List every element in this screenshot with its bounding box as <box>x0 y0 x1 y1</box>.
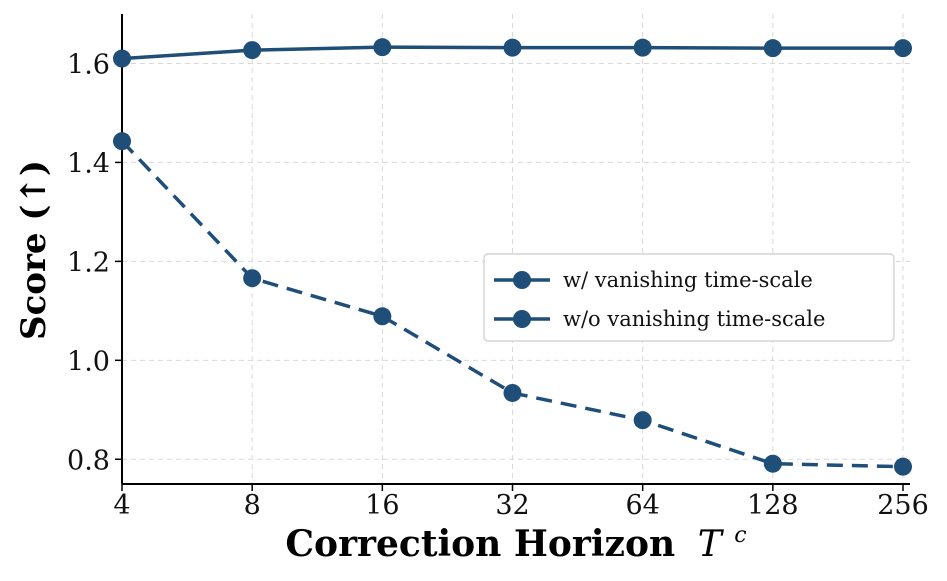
y-tick-label: 0.8 <box>67 445 110 476</box>
legend-box <box>483 253 895 342</box>
x-tick-label: 32 <box>495 490 529 521</box>
data-point <box>373 307 392 326</box>
ticks: 4 8 16 32 64 128 256 0.8 1.0 1.2 1.4 1.6 <box>67 49 929 521</box>
axes <box>121 14 910 485</box>
data-point <box>894 39 912 58</box>
x-tick-label: 8 <box>244 490 261 521</box>
y-axis-title: Score (↑) <box>14 160 54 340</box>
data-point <box>894 457 912 476</box>
legend-label: w/o vanishing time-scale <box>563 307 825 331</box>
data-point <box>763 39 782 58</box>
x-tick-label: 16 <box>365 490 399 521</box>
x-axis-symbol: T <box>698 524 725 565</box>
series-group <box>113 38 912 476</box>
legend: w/ vanishing time-scale w/o vanishing tim… <box>483 253 895 342</box>
y-tick-label: 1.4 <box>67 148 110 179</box>
data-point <box>503 383 522 402</box>
legend-label: w/ vanishing time-scale <box>563 268 813 292</box>
x-axis-title: Correction Horizon T c <box>285 523 746 565</box>
data-point <box>113 132 131 151</box>
data-point <box>633 411 652 430</box>
data-point <box>373 38 392 57</box>
x-tick-label: 128 <box>747 490 799 521</box>
data-point <box>243 41 262 60</box>
y-tick-label: 1.2 <box>67 247 110 278</box>
legend-marker <box>513 271 531 289</box>
y-tick-label: 1.0 <box>67 346 110 377</box>
grid <box>121 14 910 484</box>
y-tick-label: 1.6 <box>67 49 110 80</box>
legend-entry: w/o vanishing time-scale <box>494 307 825 331</box>
data-point <box>763 454 782 473</box>
legend-entry: w/ vanishing time-scale <box>494 268 813 292</box>
x-tick-label: 64 <box>625 490 659 521</box>
legend-marker <box>513 310 531 328</box>
data-point <box>113 49 131 68</box>
data-point <box>243 269 262 288</box>
x-axis-superscript: c <box>734 523 746 548</box>
x-tick-label: 4 <box>113 490 130 521</box>
x-tick-label: 256 <box>877 490 929 521</box>
series-1 <box>113 38 912 68</box>
series-2 <box>113 132 912 476</box>
data-point <box>503 38 522 57</box>
x-axis-label-text: Correction Horizon <box>285 523 675 565</box>
data-point <box>633 38 652 57</box>
